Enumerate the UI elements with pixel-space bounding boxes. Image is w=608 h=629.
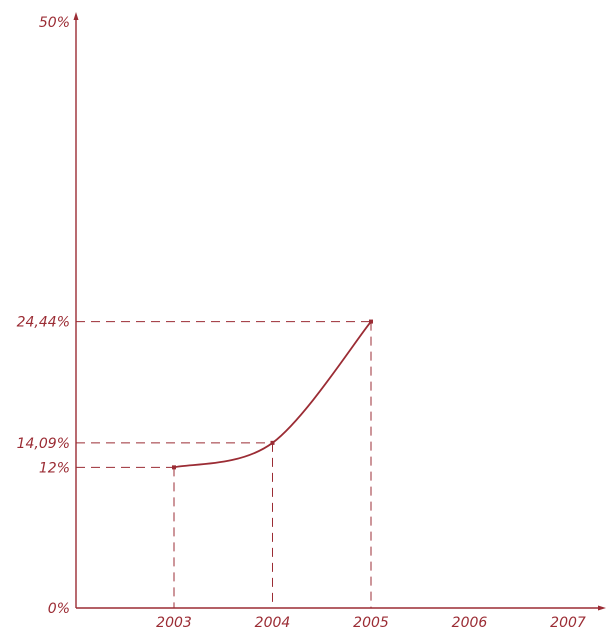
y-axis-arrow [73, 12, 79, 20]
x-tick-label: 2004 [255, 615, 291, 629]
data-point [369, 319, 373, 324]
x-tick-label: 2003 [156, 615, 192, 629]
y-tick-labels: 0% 50% 12% 14,09% 24,44% [17, 15, 70, 617]
y-tick-label: 50% [39, 15, 70, 31]
x-tick-label: 2006 [452, 615, 488, 629]
data-point [172, 465, 176, 470]
data-points [172, 319, 373, 470]
x-tick-label: 2007 [550, 615, 586, 629]
axes [73, 12, 606, 611]
x-tick-label: 2005 [353, 615, 389, 629]
x-tick-labels: 2003 2004 2005 2006 2007 [156, 615, 586, 629]
x-axis-arrow [598, 605, 606, 611]
value-label: 14,09% [17, 436, 70, 452]
y-tick-label: 0% [48, 601, 70, 617]
data-point [270, 440, 275, 445]
guide-lines [76, 321, 372, 608]
value-label: 24,44% [17, 315, 70, 331]
value-label: 12% [39, 460, 70, 476]
